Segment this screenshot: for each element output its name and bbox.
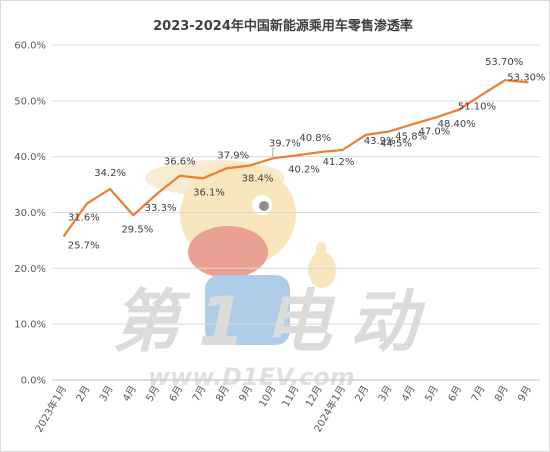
data-label: 45.8% bbox=[395, 131, 427, 142]
data-label: 48.40% bbox=[438, 119, 476, 130]
x-tick-label: 6月 bbox=[446, 384, 465, 404]
data-label: 51.10% bbox=[458, 102, 496, 113]
y-tick-label: 40.0% bbox=[14, 152, 46, 163]
data-label: 44.5% bbox=[380, 139, 412, 150]
watermark-url: www.D1EV.com bbox=[148, 363, 355, 391]
data-label: 38.4% bbox=[242, 174, 274, 185]
y-axis: 0.0% 10.0% 20.0% 30.0% 40.0% 50.0% 60.0% bbox=[14, 41, 46, 387]
series-line bbox=[62, 79, 529, 238]
chart-title: 2023-2024年中国新能源乘用车零售渗透率 bbox=[153, 18, 413, 34]
data-label: 25.7% bbox=[68, 241, 100, 252]
x-tick-label: 2月 bbox=[353, 384, 372, 404]
y-tick-label: 0.0% bbox=[21, 376, 46, 387]
data-label: 40.2% bbox=[288, 165, 320, 176]
x-tick-label: 4月 bbox=[120, 384, 139, 404]
data-label: 33.3% bbox=[145, 203, 177, 214]
data-label: 39.7% bbox=[269, 138, 301, 149]
watermark-logo: 第1电动 www.D1EV.com bbox=[112, 160, 435, 391]
data-label: 53.30% bbox=[507, 72, 545, 83]
data-label: 37.9% bbox=[217, 150, 249, 161]
data-label: 29.5% bbox=[121, 224, 153, 235]
data-label: 31.6% bbox=[68, 213, 100, 224]
x-tick-label: 2023年1月 bbox=[32, 383, 69, 434]
data-label: 36.6% bbox=[164, 157, 196, 168]
data-label: 34.2% bbox=[94, 168, 126, 179]
data-label: 53.70% bbox=[485, 57, 523, 68]
data-label: 41.2% bbox=[323, 157, 355, 168]
deer-mascot-icon bbox=[145, 160, 336, 345]
data-label: 40.8% bbox=[299, 133, 331, 144]
data-label: 47.0% bbox=[419, 127, 451, 138]
y-tick-label: 30.0% bbox=[14, 208, 46, 219]
x-tick-label: 9月 bbox=[515, 384, 534, 404]
x-tick-label: 2月 bbox=[74, 384, 93, 404]
label-leader-line bbox=[272, 147, 275, 157]
x-tick-label: 8月 bbox=[492, 383, 511, 403]
y-tick-label: 60.0% bbox=[14, 41, 46, 52]
x-tick-label: 3月 bbox=[97, 384, 116, 404]
x-tick-label: 7月 bbox=[469, 384, 488, 404]
data-label: 43.9% bbox=[364, 136, 396, 147]
x-tick-label: 4月 bbox=[399, 384, 418, 404]
watermark-brand: 第1电动 bbox=[112, 283, 435, 362]
gridlines bbox=[52, 44, 540, 381]
y-tick-label: 50.0% bbox=[14, 96, 46, 107]
y-tick-label: 20.0% bbox=[14, 264, 46, 275]
y-tick-label: 10.0% bbox=[14, 320, 46, 331]
data-labels: 25.7% 31.6% 34.2% 29.5% 33.3% 36.6% 36.1% 37.9%… bbox=[68, 57, 546, 251]
x-tick-label: 3月 bbox=[376, 384, 395, 404]
x-tick-label: 5月 bbox=[422, 384, 441, 404]
data-label: 36.1% bbox=[193, 187, 225, 198]
